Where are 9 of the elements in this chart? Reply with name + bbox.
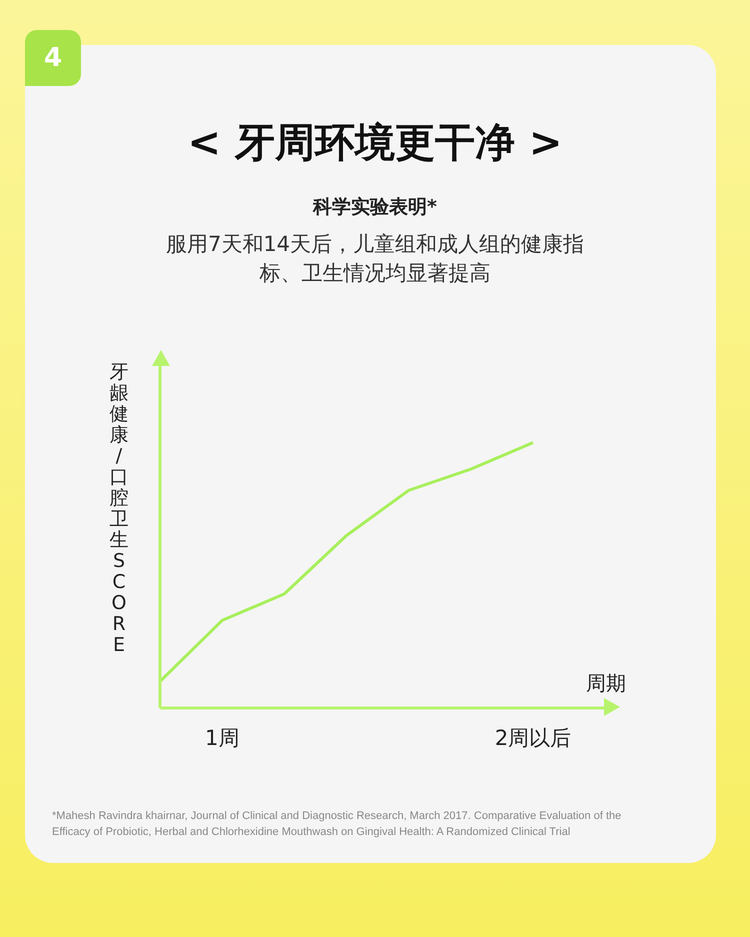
- x-axis-title: 周期: [586, 670, 626, 697]
- text: 牙龈健康/口腔卫生SCORE: [110, 361, 128, 656]
- chart-title: < 牙周环境更干净 >: [186, 119, 564, 168]
- text: *Mahesh Ravindra khairnar, Journal of Clinical and Diagnostic Research, March 2017. Comparative Evaluation of the Efficacy of Probiotic, Herbal and Chlorhexidine Mouthwash on Gingival Health: A Randomized Clinical Trial: [52, 809, 622, 840]
- x-tick-label: 2周以后: [494, 726, 572, 750]
- text: 服用7天和14天后，儿童组和成人组的健康指标、卫生情况均显著提高: [164, 231, 586, 287]
- chart-subtitle: 科学实验表明*: [312, 195, 438, 220]
- text: 4: [25, 30, 81, 86]
- x-tick-label: 1周: [204, 726, 240, 750]
